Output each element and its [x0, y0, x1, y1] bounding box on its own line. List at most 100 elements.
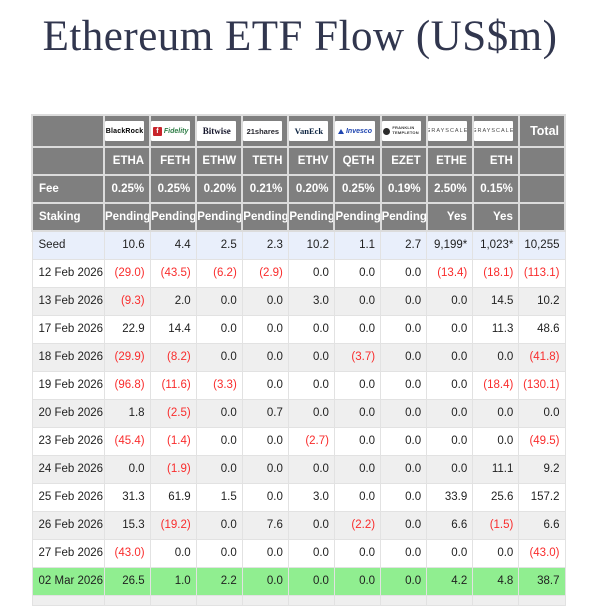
flow-value-cell: 1.1: [333, 230, 382, 260]
ticker-row: ETHA FETH ETHW TETH ETHV QETH EZET ETHE ETH: [31, 146, 567, 176]
flow-value-cell: 0.0: [333, 370, 382, 400]
flow-value-cell: (1.9): [149, 454, 197, 484]
row-label: 17 Feb 2026: [31, 314, 105, 344]
flow-value-cell: 0.0: [195, 398, 243, 428]
flow-value-cell: 0.0: [241, 538, 289, 568]
flow-value-cell: (29.9): [103, 342, 151, 372]
staking-row-label: Staking: [31, 202, 105, 232]
flow-value-cell: 33.9: [426, 482, 474, 512]
flow-value-cell: 0.0: [195, 510, 243, 540]
flow-value-cell: (2.5): [149, 398, 197, 428]
flow-value-cell: 0.0: [380, 566, 428, 596]
flow-value-cell: 0.0: [426, 454, 474, 484]
fidelity-icon: f: [152, 126, 162, 136]
flow-value-cell: 6.6: [426, 510, 474, 540]
table-row: 26 Feb 2026 15.3 (19.2) 0.0 7.6 0.0 (2.2) 0.0 6.…: [31, 510, 566, 540]
flow-value-cell: 1.5: [195, 482, 243, 512]
flow-value-cell: (1.5): [472, 510, 520, 540]
flow-value-cell: 0.0: [241, 426, 289, 456]
flow-value-cell: 1.8: [103, 398, 151, 428]
ticker-cell: ETHV: [287, 146, 336, 176]
row-label: 23 Feb 2026: [31, 426, 105, 456]
flow-value-cell: 2.3: [241, 230, 289, 260]
ticker-cell: ETHW: [195, 146, 244, 176]
flow-value-cell: 0.0: [426, 538, 474, 568]
row-label: 20 Feb 2026: [31, 398, 105, 428]
staking-cell: Yes: [425, 202, 474, 232]
flow-value-cell: 0.0: [195, 454, 243, 484]
invesco-triangle-icon: [337, 128, 344, 134]
flow-value-cell: (43.5): [149, 258, 197, 288]
flow-value-cell: 0.0: [241, 342, 289, 372]
flow-value-cell: 0.0: [380, 426, 428, 456]
ticker-cell: FETH: [149, 146, 198, 176]
flow-value-cell: 4.4: [149, 230, 197, 260]
corner-cell: [31, 114, 105, 148]
provider-label: BlackRock: [105, 127, 144, 135]
invesco-logo: Invesco: [336, 121, 375, 141]
staking-total-blank: [517, 202, 567, 232]
staking-cell: Pending: [379, 202, 428, 232]
fee-row: Fee 0.25% 0.25% 0.20% 0.21% 0.20% 0.25% 0.19% 2.…: [31, 174, 567, 204]
provider-cell: Invesco: [333, 114, 382, 148]
table-row: 12 Feb 2026 (29.0) (43.5) (6.2) (2.9) 0.0 0.0 0…: [31, 258, 566, 288]
flow-value-cell: 0.7: [241, 398, 289, 428]
row-label: 26 Feb 2026: [31, 510, 105, 540]
row-label: 13 Feb 2026: [31, 286, 105, 316]
vaneck-logo: VanEck: [290, 121, 329, 141]
flow-value-cell: 0.0: [241, 370, 289, 400]
total-value-cell: 38.7: [518, 566, 566, 596]
provider-cell: f Fidelity: [149, 114, 198, 148]
flow-value-cell: 0.0: [333, 482, 382, 512]
flow-value-cell: 0.0: [380, 342, 428, 372]
etf-table-body: Seed 10.6 4.4 2.5 2.3 10.2 1.1 2.7 9,199* 1,023* 1…: [31, 230, 566, 606]
flow-value-cell: (45.4): [103, 426, 151, 456]
row-label: 18 Feb 2026: [31, 342, 105, 372]
provider-cell: Bitwise: [195, 114, 244, 148]
page-title: Ethereum ETF Flow (US$m): [42, 13, 558, 60]
flow-value-cell: 0.0: [380, 258, 428, 288]
fee-cell: 0.15%: [471, 174, 520, 204]
flow-value-cell: (3.3): [195, 370, 243, 400]
flow-value-cell: 0.0: [333, 454, 382, 484]
fee-cell: 2.50%: [425, 174, 474, 204]
total-value-cell: 10,255: [518, 230, 566, 260]
flow-value-cell: 0.0: [426, 370, 474, 400]
flow-value-cell: 22.9: [103, 314, 151, 344]
flow-value-cell: 0.0: [380, 538, 428, 568]
flow-value-cell: (19.2): [149, 510, 197, 540]
staking-cell: Yes: [471, 202, 520, 232]
flow-value-cell: 0.0: [426, 426, 474, 456]
franklin-logo: Franklin Templeton: [382, 121, 421, 141]
flow-value-cell: 15.3: [103, 510, 151, 540]
franklin-circle-icon: [383, 127, 391, 135]
flow-value-cell: 14.5: [472, 286, 520, 316]
flow-value-cell: 7.6: [241, 510, 289, 540]
total-value-cell: 10.2: [518, 286, 566, 316]
flow-value-cell: 3.0: [287, 286, 335, 316]
flow-value-cell: 0.0: [426, 286, 474, 316]
flow-value-cell: 2.2: [195, 566, 243, 596]
provider-label: Grayscale: [427, 128, 467, 134]
flow-value-cell: (43.0): [103, 538, 151, 568]
row-label: Seed: [31, 230, 105, 260]
row-label: 25 Feb 2026: [31, 482, 105, 512]
flow-value-cell: 0.0: [241, 314, 289, 344]
flow-value-cell: 0.0: [380, 286, 428, 316]
table-row: 13 Feb 2026 (9.3) 2.0 0.0 0.0 3.0 0.0 0.0 0.0 14.…: [31, 286, 566, 316]
staking-cell: Pending: [149, 202, 198, 232]
flow-value-cell: 2.5: [195, 230, 243, 260]
fee-cell: 0.25%: [102, 174, 152, 204]
flow-value-cell: (2.9): [241, 258, 289, 288]
provider-cell: Franklin Templeton: [379, 114, 428, 148]
fee-cell: 0.20%: [195, 174, 244, 204]
provider-cell: BlackRock: [102, 114, 152, 148]
provider-cell: Grayscale: [471, 114, 520, 148]
flow-value-cell: 14.4: [149, 314, 197, 344]
table-row: 25 Feb 2026 31.3 61.9 1.5 0.0 3.0 0.0 0.0 33.9 25…: [31, 482, 566, 512]
flow-value-cell: (18.1): [472, 258, 520, 288]
flow-value-cell: 0.0: [195, 538, 243, 568]
flow-value-cell: 0.0: [241, 482, 289, 512]
flow-value-cell: 0.0: [241, 454, 289, 484]
flow-value-cell: 26.5: [103, 566, 151, 596]
